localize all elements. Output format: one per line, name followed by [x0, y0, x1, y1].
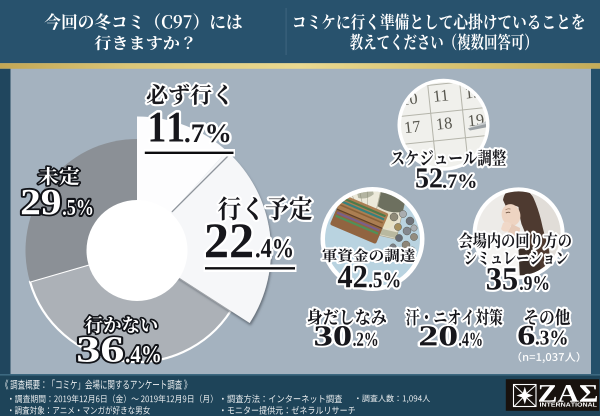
svg-text:11: 11: [432, 85, 450, 106]
svg-text:18: 18: [435, 113, 453, 134]
svg-text:17: 17: [403, 116, 421, 137]
